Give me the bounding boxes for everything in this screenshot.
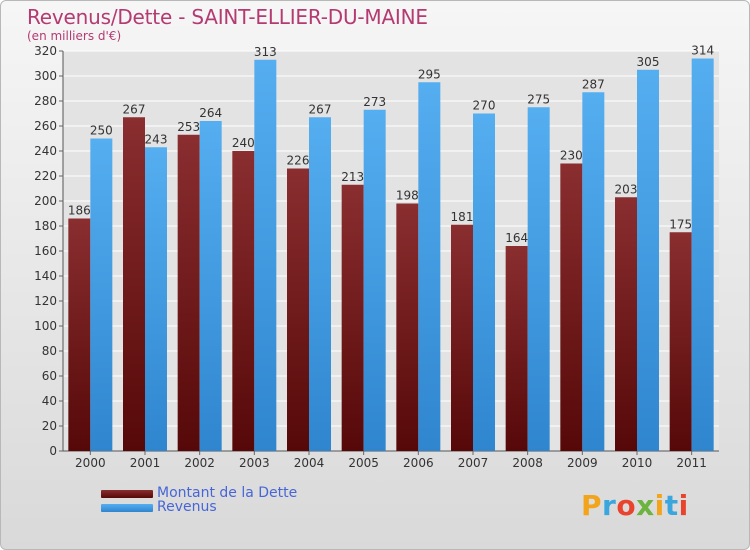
bar-debt [177, 134, 200, 451]
data-label-debt: 226 [287, 154, 310, 168]
proxiti-logo: Proxiti [581, 489, 689, 522]
bar-debt [451, 224, 473, 451]
x-tick-label: 2010 [622, 456, 653, 470]
x-tick-label: 2011 [676, 456, 707, 470]
bar-revenue [691, 58, 714, 451]
data-label-debt: 198 [396, 189, 419, 203]
logo-letter: r [602, 489, 617, 522]
bar-revenue [309, 117, 331, 451]
bar-revenue [254, 59, 277, 451]
data-label-revenue: 273 [363, 95, 386, 109]
y-tick-label: 60 [42, 369, 57, 383]
bar-debt [669, 232, 692, 451]
logo-letter: i [678, 489, 689, 522]
x-tick-label: 2008 [512, 456, 543, 470]
data-label-debt: 175 [669, 217, 692, 231]
bar-debt [68, 218, 91, 451]
bar-revenue [582, 92, 605, 451]
x-tick-label: 2000 [75, 456, 106, 470]
x-tick-label: 2003 [239, 456, 270, 470]
y-tick-label: 140 [34, 269, 57, 283]
data-label-revenue: 275 [527, 92, 550, 106]
bar-debt [232, 151, 255, 451]
data-label-revenue: 305 [637, 55, 660, 69]
logo-letter: i [654, 489, 665, 522]
data-label-revenue: 287 [582, 77, 605, 91]
data-label-revenue: 295 [418, 67, 441, 81]
logo-letter: x [636, 489, 655, 522]
legend-label-revenue: Revenus [157, 499, 217, 515]
logo-letter: t [664, 489, 679, 522]
y-tick-label: 100 [34, 319, 57, 333]
data-label-revenue: 243 [145, 132, 168, 146]
x-tick-label: 2001 [130, 456, 161, 470]
data-label-revenue: 313 [254, 45, 277, 59]
legend-swatch-debt [101, 490, 153, 498]
bar-debt [287, 168, 309, 451]
data-label-debt: 267 [123, 102, 146, 116]
bar-debt [560, 163, 583, 451]
legend-swatch-revenue [101, 504, 153, 512]
bar-debt [505, 246, 528, 451]
y-tick-label: 120 [34, 294, 57, 308]
bar-revenue [473, 113, 495, 451]
data-label-debt: 181 [451, 210, 474, 224]
y-tick-label: 80 [42, 344, 57, 358]
data-label-debt: 203 [615, 182, 638, 196]
y-tick-label: 320 [34, 44, 57, 58]
data-label-revenue: 250 [90, 124, 113, 138]
y-tick-label: 160 [34, 244, 57, 258]
data-label-debt: 186 [68, 204, 91, 218]
x-tick-label: 2007 [458, 456, 489, 470]
y-tick-label: 0 [49, 444, 57, 458]
y-tick-label: 180 [34, 219, 57, 233]
chart-title: Revenus/Dette - SAINT-ELLIER-DU-MAINE [27, 5, 428, 29]
x-tick-label: 2002 [184, 456, 215, 470]
y-tick-label: 220 [34, 169, 57, 183]
y-tick-label: 280 [34, 94, 57, 108]
y-tick-label: 260 [34, 119, 57, 133]
legend-label-debt: Montant de la Dette [157, 485, 298, 501]
logo-letter: o [616, 489, 637, 522]
y-tick-label: 40 [42, 394, 57, 408]
x-tick-label: 2004 [294, 456, 325, 470]
bar-revenue [527, 107, 550, 451]
bar-revenue [90, 138, 113, 451]
chart-subtitle: (en milliers d'€) [27, 29, 122, 43]
bar-debt [396, 203, 419, 451]
bar-revenue [145, 147, 167, 451]
bar-revenue [418, 82, 441, 451]
data-label-debt: 253 [177, 120, 200, 134]
bar-debt [123, 117, 145, 451]
bar-revenue [363, 109, 386, 451]
x-tick-label: 2009 [567, 456, 598, 470]
data-label-revenue: 314 [691, 44, 714, 58]
logo-letter: P [581, 489, 603, 522]
bar-debt [615, 197, 637, 451]
bar-revenue [637, 69, 659, 451]
data-label-revenue: 267 [309, 102, 332, 116]
data-label-debt: 230 [560, 149, 583, 163]
data-label-debt: 213 [341, 170, 364, 184]
data-label-debt: 164 [505, 231, 528, 245]
bar-revenue [199, 121, 222, 451]
y-tick-label: 240 [34, 144, 57, 158]
y-tick-label: 20 [42, 419, 57, 433]
x-tick-label: 2006 [403, 456, 434, 470]
x-tick-label: 2005 [348, 456, 379, 470]
y-tick-label: 200 [34, 194, 57, 208]
y-tick-label: 300 [34, 69, 57, 83]
bar-debt [341, 184, 364, 451]
data-label-debt: 240 [232, 136, 255, 150]
data-label-revenue: 270 [473, 99, 496, 113]
data-label-revenue: 264 [199, 106, 222, 120]
